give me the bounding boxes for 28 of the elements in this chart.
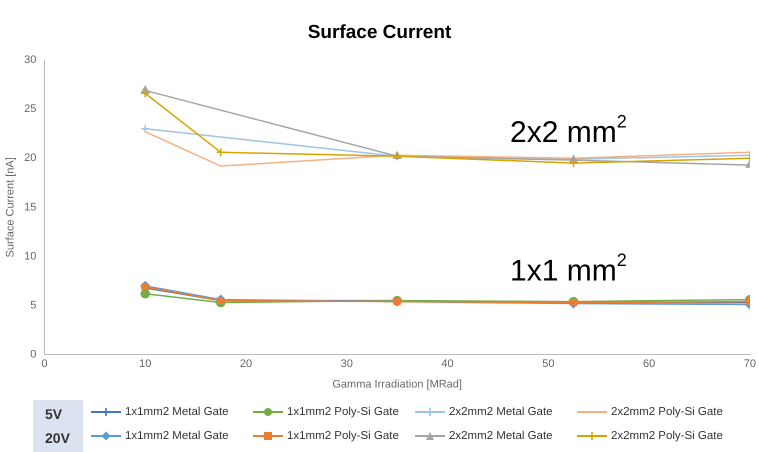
x-tick-label: 10 [139,358,152,370]
x-axis-title: Gamma Irradiation [MRad] [332,378,462,390]
x-tick-label: 30 [340,358,353,370]
x-tick-label: 40 [441,358,454,370]
y-tick-label: 30 [24,54,36,66]
x-tick-label: 50 [542,358,554,370]
y-tick-label: 25 [24,103,36,116]
legend-label: 1x1mm2 Metal Gate [125,430,229,442]
legend-label: 1x1mm2 Poly-Si Gate [287,430,399,442]
text: 20V [45,429,71,448]
y-tick-label: 10 [24,250,36,262]
y-tick-label: 15 [24,201,36,214]
chart-title: Surface Current [306,22,452,44]
legend-label: 2x2mm2 Poly-Si Gate [611,430,723,442]
y-tick-label: 20 [24,152,36,164]
text: 5V [45,405,64,424]
y-tick-label: 5 [30,300,36,312]
legend-label: 2x2mm2 Metal Gate [449,406,553,418]
x-tick-label: 60 [642,358,656,370]
x-tick-label: 0 [41,358,48,370]
x-tick-label: 20 [240,358,252,370]
legend-label: 1x1mm2 Metal Gate [125,406,229,418]
legend-label: 1x1mm2 Poly-Si Gate [287,406,399,418]
y-tick-label: 0 [30,348,36,361]
legend-label: 2x2mm2 Metal Gate [449,430,553,442]
legend-label: 2x2mm2 Poly-Si Gate [611,406,723,418]
x-tick-label: 70 [744,358,756,370]
y-axis-title: Surface Current [nA] [4,157,17,258]
